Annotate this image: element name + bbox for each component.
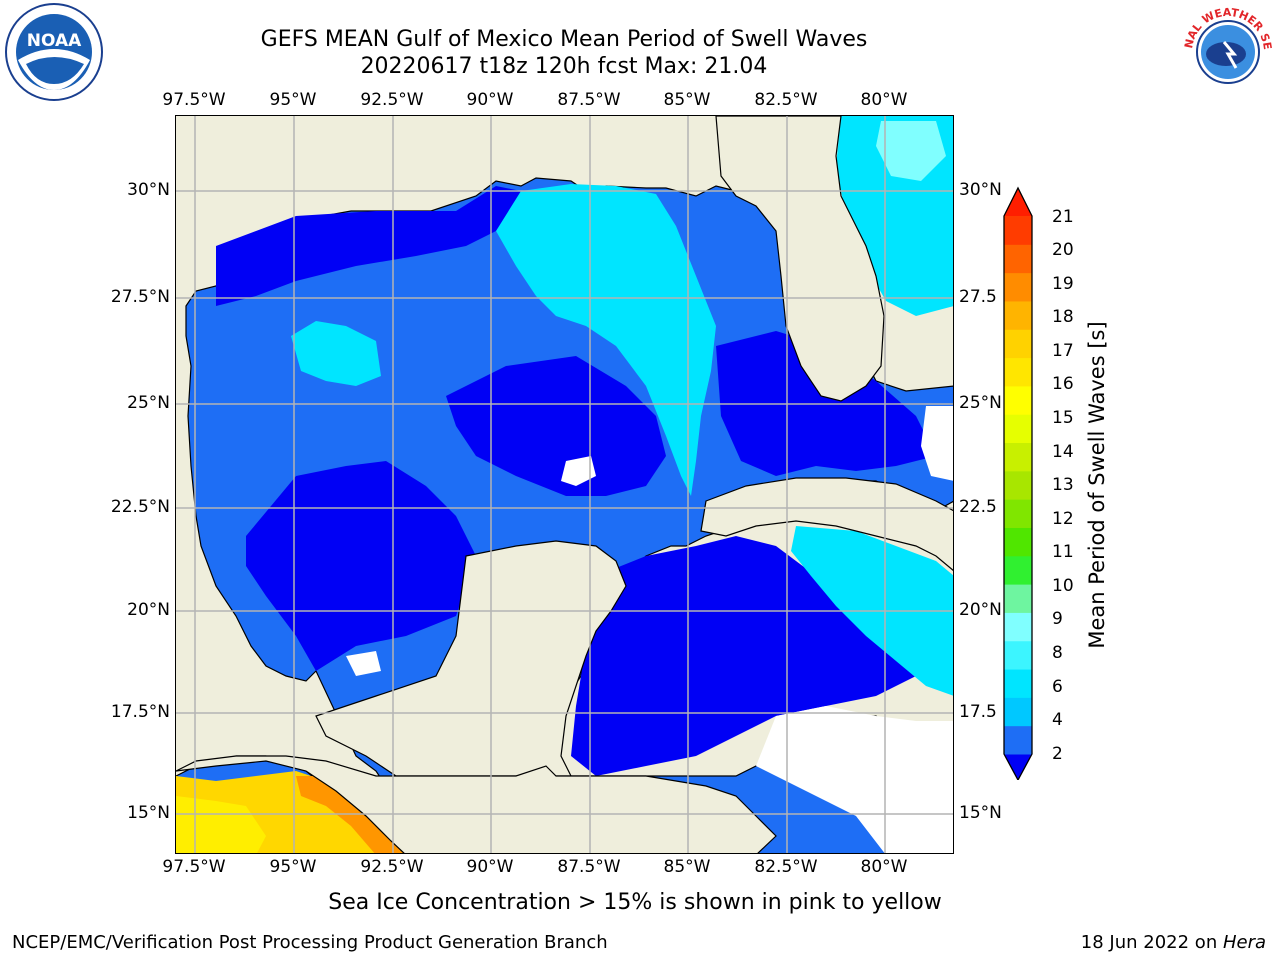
lat-label-left: 27.5°N	[110, 287, 170, 307]
swell-region-2-4s	[216, 186, 521, 306]
lat-label-left: 30°N	[127, 180, 170, 200]
lon-label-bottom: 97.5°W	[162, 857, 226, 877]
lon-label-bottom: 95°W	[269, 857, 317, 877]
lon-label-top: 90°W	[466, 90, 514, 110]
swell-region-2-4s	[446, 356, 666, 496]
colorbar-band	[1004, 470, 1032, 500]
lon-label-top: 95°W	[269, 90, 317, 110]
chart-title: GEFS MEAN Gulf of Mexico Mean Period of …	[260, 27, 868, 52]
lat-label-right: 25°N	[959, 393, 1002, 413]
colorbar-band	[1004, 725, 1032, 755]
map-gridlines	[176, 116, 953, 853]
colorbar-label: Mean Period of Swell Waves [s]	[1085, 321, 1109, 649]
colorbar-band	[1004, 555, 1032, 585]
footer-host: Hera	[1222, 932, 1266, 953]
lat-label-right: 22.5	[959, 497, 997, 517]
colorbar-band	[1004, 385, 1032, 415]
lon-label-bottom: 85°W	[663, 857, 711, 877]
lon-label-top: 92.5°W	[360, 90, 424, 110]
swell-region-6-8s	[496, 184, 716, 496]
colorbar-band	[1004, 527, 1032, 557]
lon-label-bottom: 82.5°W	[754, 857, 818, 877]
lon-label-top: 87.5°W	[557, 90, 621, 110]
lon-label-top: 82.5°W	[754, 90, 818, 110]
colorbar-tick: 6	[1052, 677, 1063, 697]
colorbar-tick: 21	[1052, 207, 1074, 227]
colorbar	[1003, 186, 1033, 780]
lat-label-right: 15°N	[959, 803, 1002, 823]
footer-credit: NCEP/EMC/Verification Post Processing Pr…	[12, 932, 608, 953]
lon-label-bottom: 87.5°W	[557, 857, 621, 877]
lon-label-top: 85°W	[663, 90, 711, 110]
lon-label-bottom: 90°W	[466, 857, 514, 877]
lon-label-top: 97.5°W	[162, 90, 226, 110]
colorbar-tick: 13	[1052, 475, 1074, 495]
colorbar-band	[1004, 216, 1032, 245]
lat-label-right: 30°N	[959, 180, 1002, 200]
colorbar-outline	[1003, 186, 1033, 780]
no-data-area	[561, 456, 596, 486]
colorbar-tick: 15	[1052, 408, 1074, 428]
lon-label-top: 80°W	[860, 90, 908, 110]
colorbar-band	[1004, 584, 1032, 613]
sea-ice-note: Sea Ice Concentration > 15% is shown in …	[328, 890, 942, 915]
colorbar-tick: 12	[1052, 509, 1074, 529]
colorbar-band	[1004, 244, 1032, 274]
colorbar-tick: 8	[1052, 643, 1063, 663]
lat-label-left: 25°N	[127, 393, 170, 413]
pacific-swell-region	[176, 796, 266, 853]
land-cuba	[700, 477, 953, 571]
land-florida	[715, 116, 885, 402]
swell-region-8-9s	[876, 121, 946, 181]
colorbar-band	[1004, 499, 1032, 528]
lat-label-left: 22.5°N	[110, 497, 170, 517]
lat-label-left: 20°N	[127, 600, 170, 620]
colorbar-band	[1004, 669, 1032, 698]
noaa-logo-icon: NOAA	[5, 3, 103, 101]
lat-label-right: 20°N	[959, 600, 1002, 620]
colorbar-band	[1004, 329, 1032, 359]
colorbar-band	[1004, 442, 1032, 472]
colorbar-tick: 20	[1052, 240, 1074, 260]
colorbar-band	[1004, 272, 1032, 302]
colorbar-tick: 2	[1052, 744, 1063, 764]
footer-date-text: 18 Jun 2022 on	[1080, 932, 1223, 953]
lon-label-bottom: 80°W	[860, 857, 908, 877]
lon-label-bottom: 92.5°W	[360, 857, 424, 877]
colorbar-extend-high	[1004, 188, 1032, 216]
colorbar-band	[1004, 357, 1032, 387]
colorbar-tick: 16	[1052, 374, 1074, 394]
nws-logo-icon: NATIONAL WEATHER SERVICE	[1178, 2, 1275, 99]
no-data-area	[921, 406, 953, 481]
colorbar-tick: 17	[1052, 341, 1074, 361]
colorbar-band	[1004, 640, 1032, 670]
lat-label-right: 17.5	[959, 702, 997, 722]
colorbar-tick: 10	[1052, 576, 1074, 596]
colorbar-tick: 19	[1052, 274, 1074, 294]
no-data-area	[346, 651, 381, 676]
colorbar-tick: 4	[1052, 710, 1063, 730]
colorbar-band	[1004, 300, 1032, 330]
colorbar-tick: 18	[1052, 307, 1074, 327]
colorbar-band	[1004, 612, 1032, 642]
lat-label-left: 17.5°N	[110, 702, 170, 722]
colorbar-bands	[1004, 188, 1032, 780]
noaa-logo-text: NOAA	[27, 31, 82, 51]
lat-label-left: 15°N	[127, 803, 170, 823]
colorbar-extend-low	[1004, 754, 1032, 780]
colorbar-tick: 11	[1052, 542, 1074, 562]
map-panel	[175, 115, 954, 854]
lat-label-right: 27.5	[959, 287, 997, 307]
footer-date: 18 Jun 2022 on Hera	[1081, 932, 1266, 953]
no-data-area	[756, 706, 953, 853]
swell-region-6-8s	[291, 321, 381, 386]
colorbar-band	[1004, 414, 1032, 444]
colorbar-band	[1004, 697, 1032, 727]
land-central-america	[176, 755, 777, 853]
colorbar-tick: 9	[1052, 609, 1063, 629]
swell-region-2-4s	[246, 461, 476, 671]
chart-subtitle: 20220617 t18z 120h fcst Max: 21.04	[360, 54, 768, 79]
colorbar-tick: 14	[1052, 442, 1074, 462]
